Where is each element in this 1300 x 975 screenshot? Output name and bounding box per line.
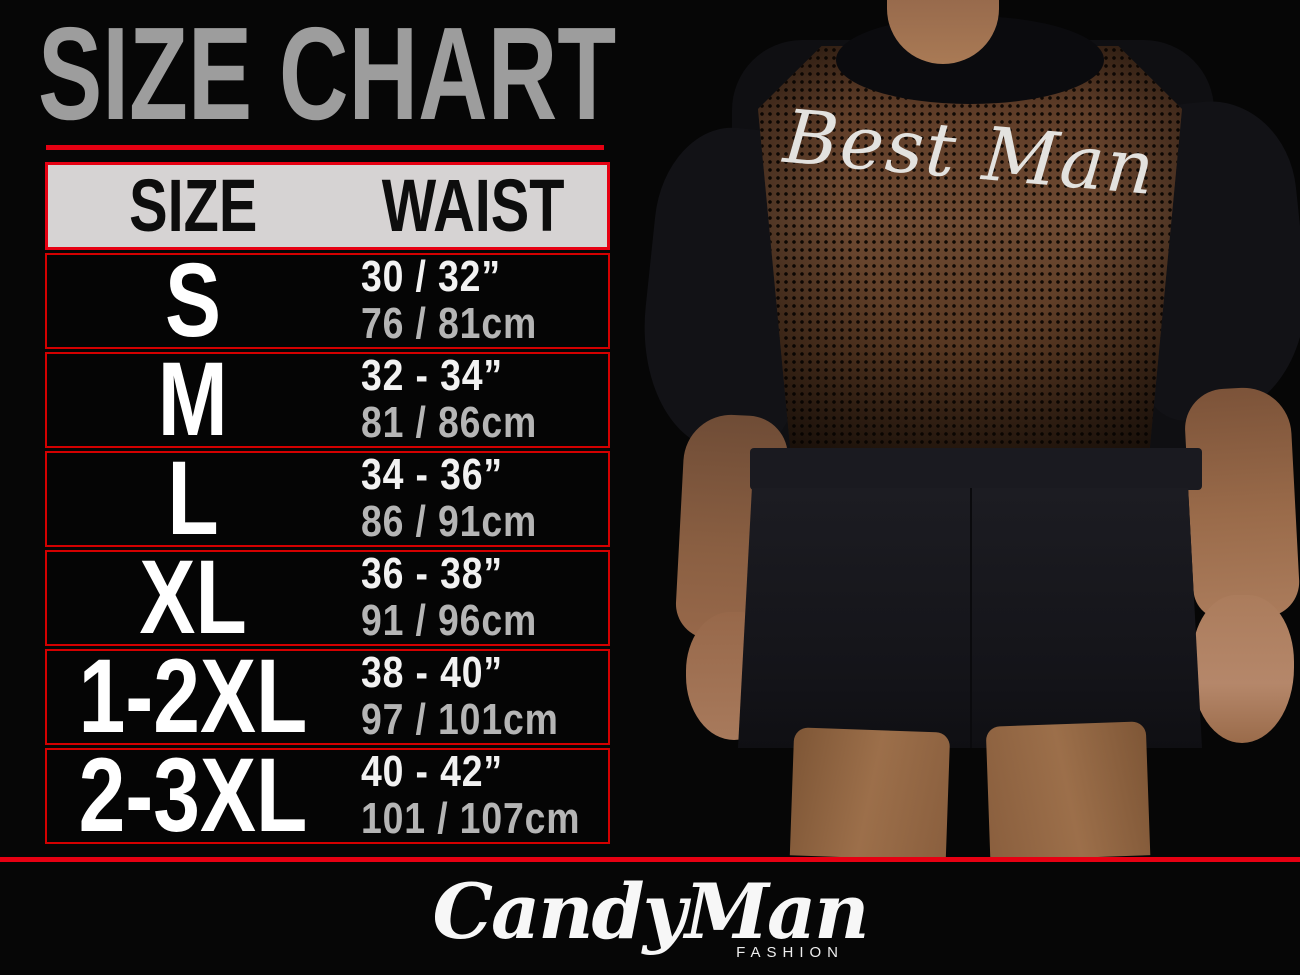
waist-cell: 40 - 42” 101 / 107cm [339, 749, 619, 842]
waist-cell: 30 / 32” 76 / 81cm [339, 254, 608, 347]
waist-cm: 76 / 81cm [360, 299, 537, 348]
header-waist-label: WAIST [381, 164, 565, 247]
mesh-shading [758, 46, 1182, 466]
size-cell: M [47, 341, 339, 459]
robe-belt [750, 448, 1202, 490]
table-row: 2-3XL 40 - 42” 101 / 107cm [45, 737, 610, 855]
waist-cm: 81 / 86cm [360, 398, 537, 447]
model-hand-right [1192, 595, 1294, 743]
size-cell: 1-2XL [47, 638, 339, 756]
model-photo: Best Man [640, 0, 1300, 857]
bottom-divider-line [0, 857, 1300, 862]
size-value: S [164, 242, 221, 360]
robe-skirt-seam [970, 488, 972, 748]
waist-inches: 34 - 36” [360, 450, 503, 500]
waist-cm: 91 / 96cm [360, 596, 537, 645]
size-cell: S [47, 242, 339, 360]
size-value: M [157, 341, 228, 459]
waist-cm: 97 / 101cm [360, 695, 559, 744]
title-underline [46, 145, 604, 150]
table-row: M 32 - 34” 81 / 86cm [45, 341, 610, 459]
table-row: XL 36 - 38” 91 / 96cm [45, 539, 610, 657]
model-leg-left [789, 727, 951, 857]
size-value: 2-3XL [78, 737, 308, 855]
table-row: L 34 - 36” 86 / 91cm [45, 440, 610, 558]
mesh-back-panel [758, 46, 1182, 466]
page-title: SIZE CHART [38, 0, 617, 147]
size-cell: 2-3XL [47, 737, 339, 855]
size-value: L [167, 440, 219, 558]
header-cell-size: SIZE [48, 169, 339, 243]
waist-inches: 30 / 32” [360, 252, 501, 302]
waist-inches: 38 - 40” [360, 648, 503, 698]
robe-skirt [738, 488, 1202, 748]
header-size-label: SIZE [129, 164, 258, 247]
size-value: 1-2XL [78, 638, 308, 756]
brand-logo: CandyMan FASHION [430, 874, 870, 969]
size-value: XL [139, 539, 247, 657]
waist-cell: 38 - 40” 97 / 101cm [339, 650, 608, 743]
table-row: 1-2XL 38 - 40” 97 / 101cm [45, 638, 610, 756]
table-header-row: SIZE WAIST [45, 162, 610, 250]
size-table: SIZE WAIST S 30 / 32” 76 / 81cm M 32 - 3… [45, 162, 610, 855]
waist-cell: 34 - 36” 86 / 91cm [339, 452, 608, 545]
waist-cell: 36 - 38” 91 / 96cm [339, 551, 608, 644]
model-forearm-right [1183, 385, 1300, 621]
waist-inches: 36 - 38” [360, 549, 503, 599]
model-leg-right [985, 721, 1151, 857]
size-cell: XL [47, 539, 339, 657]
brand-name: CandyMan [432, 867, 870, 956]
waist-cell: 32 - 34” 81 / 86cm [339, 353, 608, 446]
waist-inches: 32 - 34” [360, 351, 503, 401]
waist-inches: 40 - 42” [360, 747, 503, 797]
size-cell: L [47, 440, 339, 558]
brand-tagline: FASHION [736, 944, 844, 961]
waist-cm: 101 / 107cm [360, 794, 581, 843]
header-cell-waist: WAIST [339, 169, 607, 243]
table-row: S 30 / 32” 76 / 81cm [45, 242, 610, 360]
waist-cm: 86 / 91cm [360, 497, 537, 546]
